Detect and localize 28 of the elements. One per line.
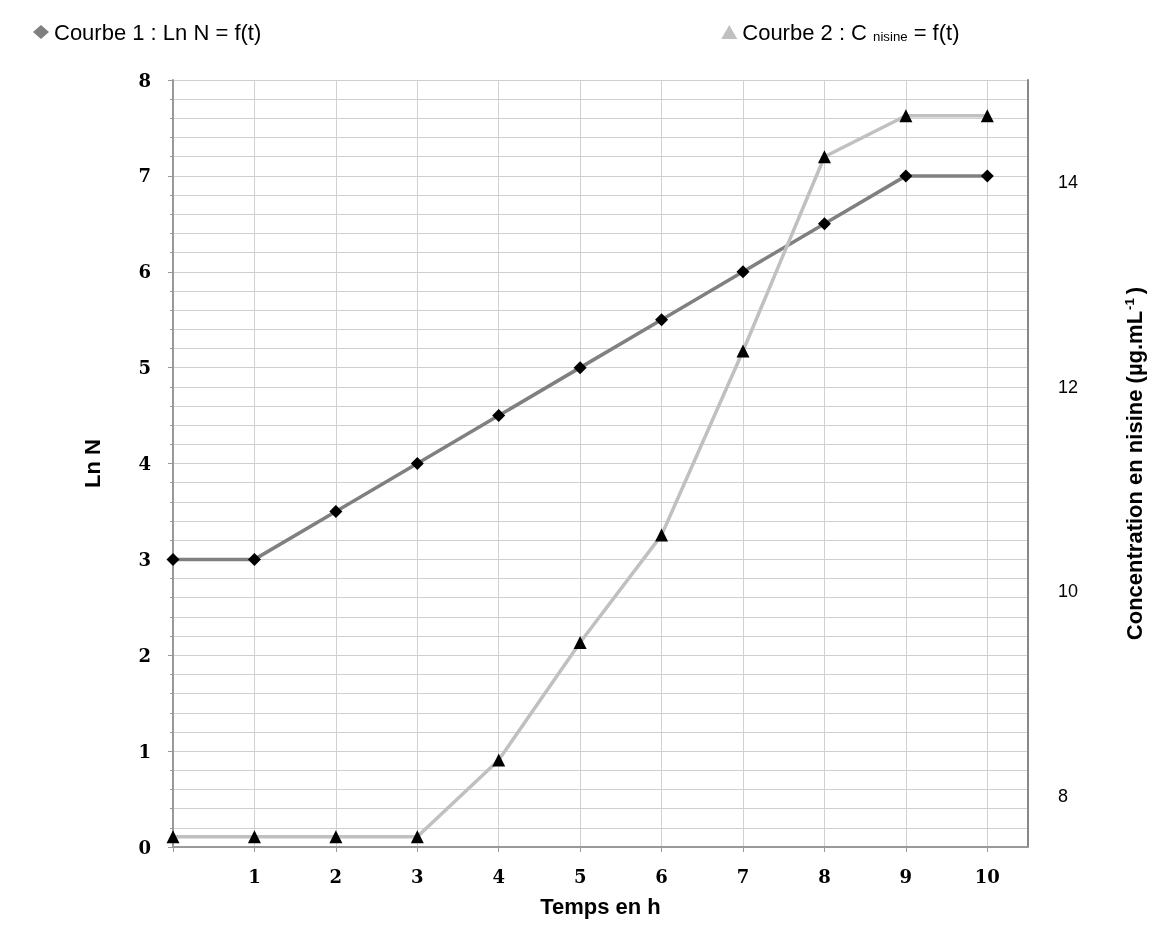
y-tick-label: 3 [138,548,151,570]
x-tick-label: 1 [248,865,261,887]
y2-axis-title: Concentration en nisine (µg.mL-1) [1121,286,1147,641]
x-tick-label: 4 [492,865,505,887]
y-tick-label: 6 [138,261,151,283]
x-tick-label: 5 [573,865,587,887]
y-tick-label: 8 [138,69,151,91]
x-tick-label: 6 [655,865,668,887]
x-tick-label: 7 [736,865,750,887]
y-tick-label: 2 [138,644,151,666]
x-axis-title: Temps en h [540,893,661,919]
y2-tick-label: 8 [1058,785,1069,806]
y-tick-label: 1 [138,740,151,762]
y-axis-title: Ln N [79,439,105,488]
y2-tick-label: 10 [1058,581,1079,602]
y-tick-label: 7 [138,165,151,187]
x-tick-label: 9 [899,865,913,887]
legend-label: Courbe 2 : C nisine = f(t) [742,19,960,45]
y2-tick-label: 12 [1058,376,1079,397]
y-tick-label: 4 [138,453,151,474]
x-tick-label: 10 [974,865,1000,887]
x-tick-label: 2 [329,865,343,887]
y2-tick-label: 14 [1058,172,1079,193]
y-tick-label: 0 [138,836,151,858]
y-tick-label: 5 [138,357,151,379]
legend-label: Courbe 1 : Ln N = f(t) [54,19,262,45]
x-tick-label: 3 [411,865,424,887]
x-tick-label: 8 [818,865,831,887]
